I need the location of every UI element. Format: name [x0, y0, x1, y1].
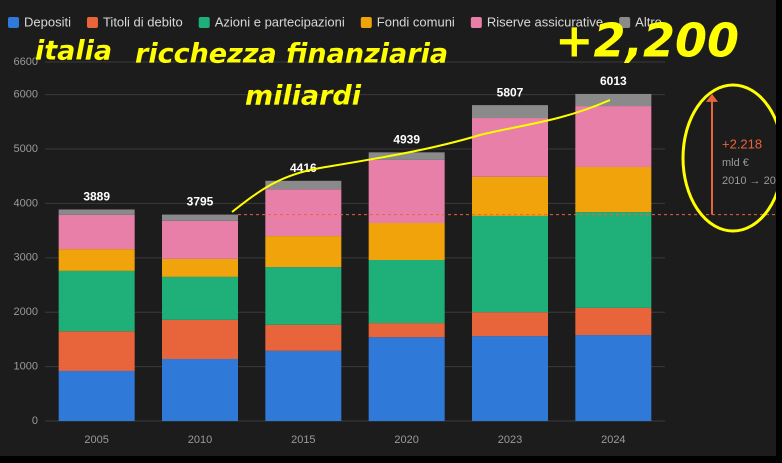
total-label: 3795: [187, 195, 214, 209]
annotation-unit: mld €: [722, 157, 749, 169]
bar-segment: [265, 236, 342, 268]
bar-segment: [58, 209, 135, 215]
bar-segment: [162, 276, 238, 320]
overlay-title: miliardi: [245, 81, 362, 112]
bar-segment: [58, 249, 135, 271]
legend-label: Azioni e partecipazioni: [215, 14, 345, 29]
total-label: 6013: [600, 74, 627, 88]
y-tick-label: 2000: [14, 306, 38, 318]
bar-segment: [472, 312, 548, 337]
y-tick-label: 4000: [14, 197, 38, 209]
overlay-title: ricchezza finanziaria: [135, 39, 448, 70]
legend-swatch: [619, 17, 631, 28]
legend-swatch: [360, 17, 372, 28]
bar-segment: [368, 223, 445, 260]
bar-segment: [162, 214, 238, 221]
y-tick-label: 0: [32, 415, 38, 427]
bar-segment: [575, 307, 652, 336]
bar-segment: [368, 152, 445, 160]
frame-edge: [776, 0, 782, 463]
bar-segment: [575, 335, 652, 421]
bar-segment: [58, 331, 135, 371]
bar-segment: [575, 106, 652, 167]
overlay-title: italia: [35, 36, 112, 67]
total-label: 5807: [497, 85, 524, 99]
legend-swatch: [8, 17, 19, 28]
annotation-period: 2010 → 202: [722, 175, 782, 187]
legend-label: Riserve assicurative: [487, 14, 603, 29]
bar-segment: [265, 350, 342, 421]
bar-segment: [472, 215, 548, 313]
bar-segment: [472, 105, 548, 119]
bar-segment: [58, 370, 135, 421]
bar-segment: [575, 212, 652, 308]
bar-segment: [162, 358, 238, 421]
y-tick-label: 3000: [14, 252, 38, 264]
x-tick-label: 2005: [84, 434, 108, 446]
bar-segment: [162, 220, 238, 259]
legend-swatch: [470, 17, 482, 28]
legend-swatch: [86, 17, 98, 28]
bar-segment: [368, 259, 445, 324]
legend-swatch: [198, 17, 210, 28]
y-tick-label: 1000: [14, 361, 38, 373]
x-tick-label: 2024: [601, 434, 625, 446]
trend-scribble: [231, 99, 611, 213]
x-tick-label: 2015: [291, 434, 315, 446]
bar-segment: [472, 336, 548, 421]
legend-label: Altro: [635, 14, 662, 29]
legend-label: Depositi: [24, 14, 71, 29]
x-tick-label: 2010: [188, 434, 212, 446]
legend-label: Titoli di debito: [103, 14, 183, 29]
bar-segment: [58, 214, 135, 250]
bar-segment: [368, 323, 445, 338]
y-tick-label: 6600: [14, 56, 38, 68]
bar-segment: [368, 159, 445, 224]
bar-segment: [265, 189, 342, 237]
bar-segment: [265, 324, 342, 351]
bar-segment: [162, 258, 238, 277]
bar-segment: [265, 180, 342, 190]
bar-segment: [575, 166, 652, 213]
bar-segment: [162, 319, 238, 359]
overlay-headline: +2,200: [555, 14, 739, 68]
bar-segment: [575, 93, 652, 107]
bar-segment: [472, 176, 548, 216]
y-tick-label: 5000: [14, 143, 38, 155]
annotation-value: +2.218: [722, 136, 762, 151]
legend-label: Fondi comuni: [377, 14, 455, 29]
highlight-circle: [681, 83, 782, 233]
y-tick-label: 6000: [14, 89, 38, 101]
bar-segment: [265, 267, 342, 325]
bar-segment: [368, 337, 445, 421]
total-label: 3889: [83, 190, 110, 204]
bar-segment: [58, 270, 135, 332]
arrow-head: [706, 93, 718, 102]
bar-segment: [472, 118, 548, 177]
x-tick-label: 2020: [394, 434, 418, 446]
total-label: 4939: [393, 133, 420, 147]
x-tick-label: 2023: [498, 434, 522, 446]
total-label: 4416: [290, 161, 317, 175]
